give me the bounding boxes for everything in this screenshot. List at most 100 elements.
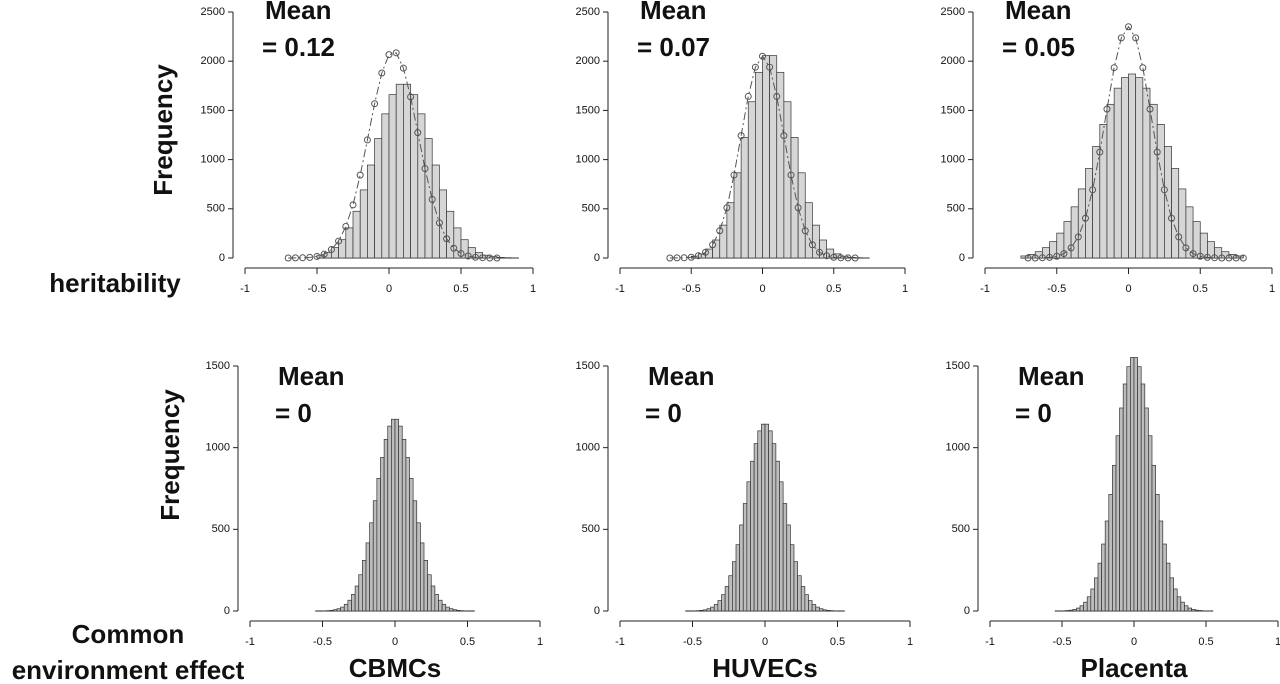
bar <box>369 522 374 612</box>
bar <box>416 522 421 612</box>
bar <box>1135 77 1144 259</box>
bar <box>1148 435 1153 612</box>
x-tick-label: 0.5 <box>460 636 475 648</box>
bar <box>449 608 454 612</box>
annotation: Mean <box>1005 0 1071 25</box>
bar <box>1191 609 1196 612</box>
bar <box>713 604 719 612</box>
bar <box>410 94 419 259</box>
fit-point <box>801 227 809 235</box>
bar <box>424 138 433 259</box>
bar <box>1214 247 1223 259</box>
fit-point <box>1031 254 1039 262</box>
fit-point <box>744 92 752 100</box>
x-axis-label: Placenta <box>1081 653 1188 683</box>
bar <box>1122 383 1128 612</box>
y-tick-label: 1500 <box>941 104 965 116</box>
x-tick-label: 1 <box>1275 636 1280 648</box>
x-axis-label: CBMCs <box>349 653 441 683</box>
bar <box>1164 146 1172 259</box>
bar <box>797 575 802 612</box>
fit-point <box>443 235 451 243</box>
bar <box>819 608 824 612</box>
fit-point <box>666 254 674 262</box>
bar <box>746 481 751 612</box>
bar <box>733 172 742 259</box>
bar <box>388 94 397 259</box>
bar <box>372 500 378 612</box>
bar <box>1184 605 1189 612</box>
fit-point <box>794 204 802 212</box>
bar <box>753 443 759 612</box>
y-tick-label: 2500 <box>201 6 225 18</box>
bar <box>800 586 806 612</box>
x-tick-label: -0.5 <box>682 283 701 295</box>
x-tick-label: 0 <box>759 283 765 295</box>
bar <box>1113 87 1122 259</box>
bar <box>703 609 708 612</box>
bar <box>1076 607 1081 612</box>
x-tick-label: 0.5 <box>453 283 468 295</box>
bar <box>1140 383 1146 612</box>
bar <box>395 83 404 259</box>
x-tick-label: 1 <box>1269 283 1275 295</box>
bar <box>775 460 780 612</box>
bar <box>343 603 349 612</box>
x-tick-label: -1 <box>615 283 625 295</box>
fit-point <box>1196 252 1204 260</box>
bar <box>705 248 713 259</box>
bar <box>1072 609 1077 612</box>
bar <box>755 71 763 259</box>
fit-point <box>378 69 386 77</box>
fit-point <box>1232 254 1240 262</box>
y-tick-label: 1000 <box>206 442 230 454</box>
fit-point <box>1089 186 1097 194</box>
bar <box>1162 543 1167 612</box>
fit-point <box>1146 105 1154 113</box>
fit-point <box>673 254 681 262</box>
row-label: heritability <box>49 268 181 298</box>
bar <box>1128 73 1137 259</box>
x-tick-label: -1 <box>240 283 250 295</box>
bar <box>1104 520 1110 612</box>
bar <box>1176 596 1182 612</box>
x-tick-label: 0.5 <box>1198 636 1213 648</box>
fit-point <box>356 171 364 179</box>
bar <box>367 164 375 259</box>
fit-point <box>486 254 494 262</box>
x-tick-label: -1 <box>615 636 625 648</box>
bar <box>1068 609 1074 612</box>
bar <box>1101 543 1106 612</box>
y-tick-label: 2000 <box>941 55 965 67</box>
y-tick-label: 2500 <box>576 6 600 18</box>
y-tick-label: 1500 <box>576 360 600 372</box>
fit-point <box>349 201 357 209</box>
y-tick-label: 2500 <box>941 6 965 18</box>
bar <box>1090 588 1095 612</box>
fit-point <box>392 49 400 57</box>
bar <box>362 560 367 612</box>
bar <box>739 524 744 612</box>
fit-point <box>709 241 717 249</box>
bar <box>329 609 334 612</box>
fit-point <box>1239 254 1247 262</box>
fit-point <box>1168 214 1176 222</box>
fit-point <box>1038 254 1046 262</box>
bar <box>333 609 338 612</box>
bar <box>420 542 425 612</box>
bar <box>336 608 341 612</box>
y-tick-label: 500 <box>947 203 965 215</box>
fit-point <box>823 252 831 260</box>
annotation: Mean <box>265 0 331 25</box>
fit-point <box>1024 254 1032 262</box>
bar <box>1166 562 1171 612</box>
fit-point <box>780 132 788 140</box>
bar <box>1115 435 1120 612</box>
bar <box>1094 577 1099 612</box>
fit-curve <box>1028 25 1244 259</box>
fit-point <box>327 246 335 254</box>
bar <box>706 608 711 612</box>
y-tick-label: 500 <box>582 203 600 215</box>
bar <box>354 585 360 612</box>
